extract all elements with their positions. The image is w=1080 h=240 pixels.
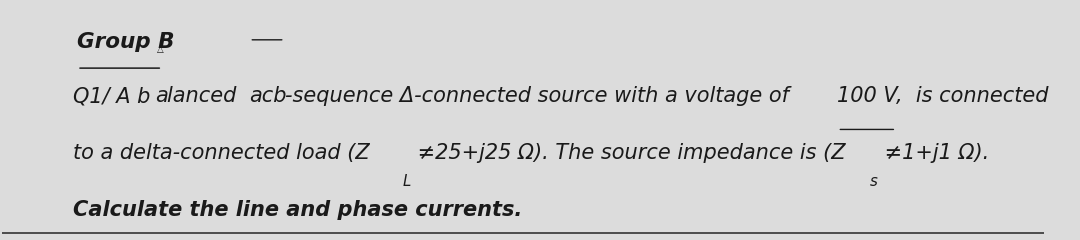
- Text: s: s: [869, 174, 877, 189]
- Text: a: a: [156, 86, 168, 106]
- Text: Group B: Group B: [77, 32, 175, 52]
- Text: to a delta-connected load (Z: to a delta-connected load (Z: [73, 143, 369, 163]
- Text: lanced: lanced: [167, 86, 243, 106]
- Text: L: L: [402, 174, 410, 189]
- Text: -sequence Δ-connected source with a voltage of: -sequence Δ-connected source with a volt…: [285, 86, 795, 106]
- Text: Calculate the line and phase currents.: Calculate the line and phase currents.: [73, 200, 523, 220]
- Text: ,  is connected: , is connected: [896, 86, 1049, 106]
- Text: ≠25+j25 Ω). The source impedance is (Z: ≠25+j25 Ω). The source impedance is (Z: [410, 143, 846, 163]
- Text: △: △: [158, 45, 164, 54]
- Text: Q1/ A b: Q1/ A b: [73, 86, 150, 106]
- Text: ≠1+j1 Ω).: ≠1+j1 Ω).: [878, 143, 989, 163]
- Text: 100 V: 100 V: [837, 86, 899, 106]
- Text: acb: acb: [249, 86, 287, 106]
